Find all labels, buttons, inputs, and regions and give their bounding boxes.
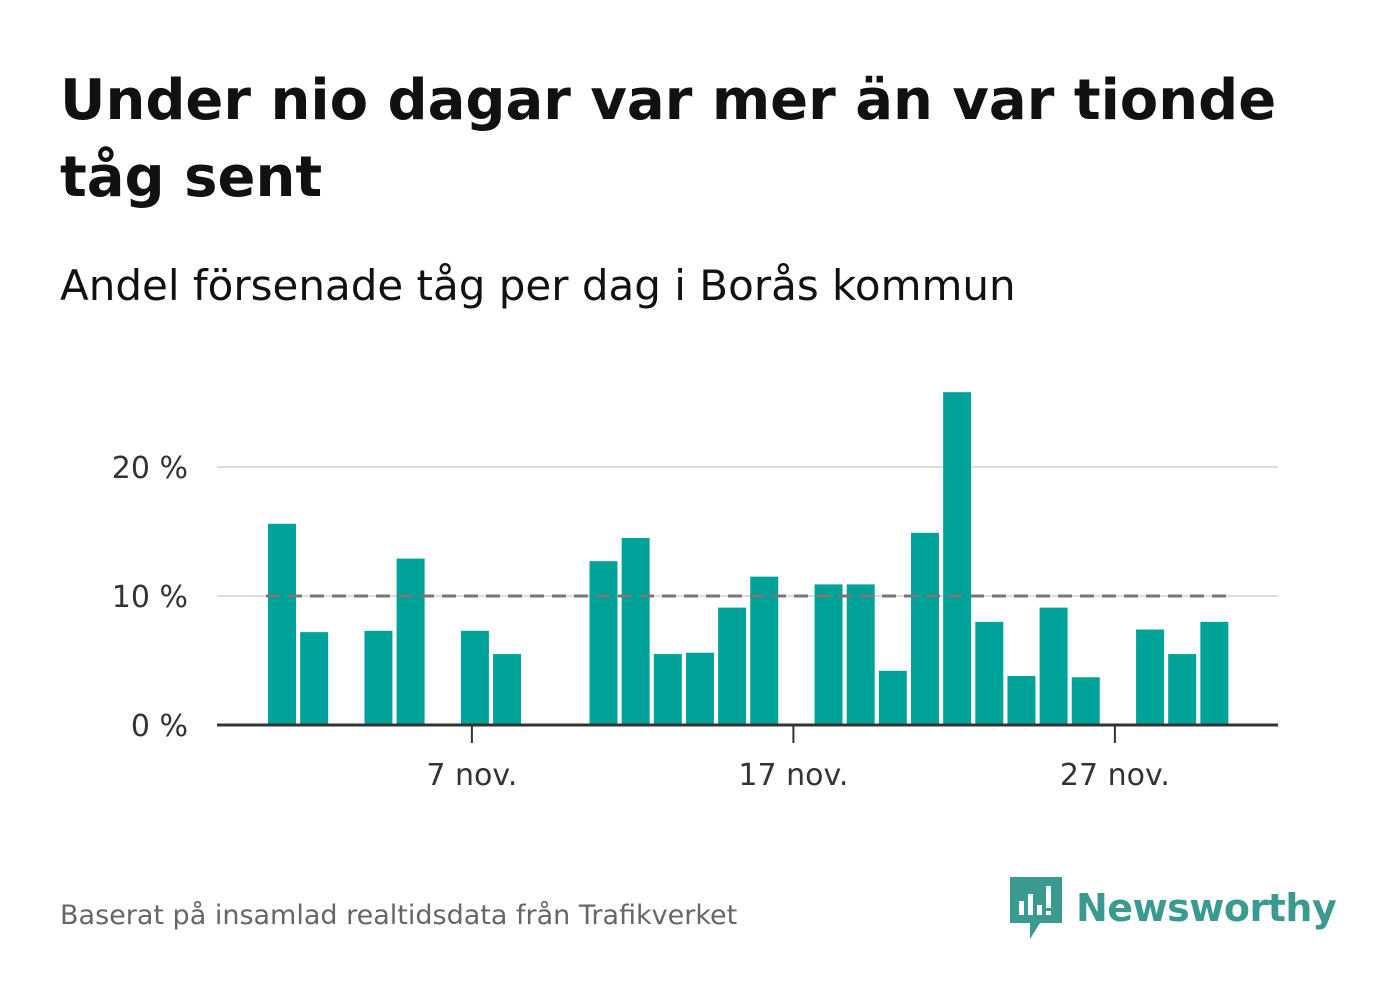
bar <box>1136 629 1165 725</box>
bar <box>1039 607 1068 725</box>
chart-title: Under nio dagar var mer än var tionde tå… <box>60 68 1277 210</box>
x-tick-label: 7 nov. <box>426 758 517 793</box>
bar <box>975 621 1004 725</box>
bar <box>1007 675 1036 725</box>
newsworthy-logo-icon <box>1010 877 1062 939</box>
bar-chart: 0 % 10 % 20 % 7 nov. 17 nov. 27 nov. <box>112 392 1278 793</box>
bar <box>846 584 875 725</box>
bar <box>268 523 296 725</box>
x-tick-label: 27 nov. <box>1060 758 1170 793</box>
bar <box>364 630 393 725</box>
bar <box>300 632 329 725</box>
bar <box>460 630 489 725</box>
grid-lines <box>217 466 1278 597</box>
bar <box>493 654 522 725</box>
bar <box>750 576 779 725</box>
x-tick-label: 17 nov. <box>738 758 848 793</box>
y-tick-label: 20 % <box>112 451 188 486</box>
y-axis-ticks: 0 % 10 % 20 % <box>112 451 188 744</box>
bar <box>396 558 425 725</box>
bar <box>589 561 618 725</box>
bar <box>718 607 747 725</box>
bar <box>1071 677 1100 725</box>
y-tick-label: 10 % <box>112 580 188 615</box>
bar <box>814 584 843 725</box>
y-tick-label: 0 % <box>131 709 188 744</box>
x-axis-ticks: 7 nov. 17 nov. 27 nov. <box>426 725 1170 793</box>
bar <box>685 652 714 725</box>
bar <box>878 670 907 725</box>
bar <box>943 392 972 725</box>
source-note: Baserat på insamlad realtidsdata från Tr… <box>60 900 738 931</box>
bar <box>653 654 682 725</box>
brand-name: Newsworthy <box>1076 886 1337 930</box>
bars <box>268 392 1229 725</box>
chart-subtitle: Andel försenade tåg per dag i Borås komm… <box>60 261 1016 310</box>
bar <box>911 532 939 725</box>
bar <box>1200 621 1229 725</box>
bar <box>1168 654 1197 725</box>
brand-logo[interactable]: Newsworthy <box>1010 876 1337 940</box>
bar <box>621 537 650 725</box>
